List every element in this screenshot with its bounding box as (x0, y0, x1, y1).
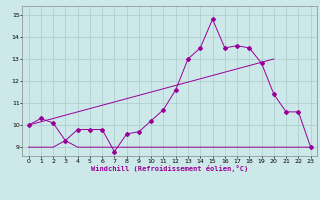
X-axis label: Windchill (Refroidissement éolien,°C): Windchill (Refroidissement éolien,°C) (91, 165, 248, 172)
